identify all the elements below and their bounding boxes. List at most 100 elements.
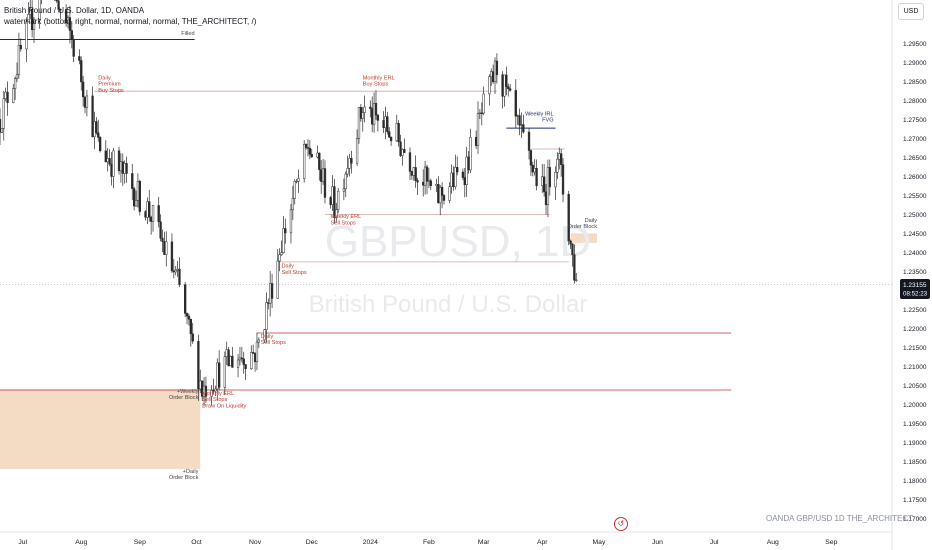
chart-annotation[interactable]: Weekly IRL FVG	[525, 112, 554, 124]
chart-annotation[interactable]: Daily Premium Buy Stops	[98, 75, 124, 93]
candle-body	[191, 333, 194, 342]
candle-body	[0, 128, 4, 133]
candle-body	[93, 121, 96, 138]
candle-body	[374, 102, 378, 116]
currency-button[interactable]: USD	[898, 3, 924, 20]
candle-body	[242, 358, 245, 365]
candle-body	[372, 102, 376, 125]
x-tick-label: Nov	[249, 539, 262, 546]
candle-body	[253, 353, 257, 363]
candle-body	[410, 171, 414, 176]
y-tick-label: 1.17000	[903, 516, 927, 523]
candle-body	[456, 167, 459, 173]
y-tick-label: 1.28000	[903, 98, 927, 105]
candle-body	[556, 158, 559, 173]
tradingview-logo-icon[interactable]: ↺	[614, 517, 628, 531]
candle-body	[558, 153, 561, 160]
chart-annotation[interactable]: Daily Sell Stops	[282, 264, 307, 276]
candle-body	[255, 341, 259, 363]
candle-body	[505, 74, 508, 88]
y-tick-label: 1.21000	[903, 364, 927, 371]
candle-body	[81, 81, 85, 98]
candle-body	[310, 154, 313, 158]
candle-body	[541, 176, 544, 186]
candle-body	[480, 112, 483, 115]
current-price-value: 1.23155	[903, 282, 927, 289]
chart-annotation[interactable]: Daily Sell Stops	[261, 334, 286, 346]
y-tick-label: 1.18000	[903, 478, 927, 485]
candle-body	[27, 14, 30, 23]
candle-body	[575, 279, 578, 281]
price-axis[interactable]	[892, 0, 932, 550]
y-tick-label: 1.29000	[903, 60, 927, 67]
candle-body	[465, 156, 468, 186]
candle-body	[19, 44, 22, 50]
candle-body	[163, 241, 166, 255]
y-tick-label: 1.25500	[903, 193, 927, 200]
y-tick-label: 1.18500	[903, 459, 927, 466]
candle-body	[197, 340, 200, 390]
y-tick-label: 1.24000	[903, 250, 927, 257]
chart-annotation[interactable]: Monthly ERL Sell Stops Draw On Liquidity	[202, 391, 246, 409]
chart-annotation[interactable]: Daily Order Block	[568, 218, 598, 230]
candle-body	[454, 167, 457, 187]
chart-annotation[interactable]: Monthly ERL Buy Stops	[363, 75, 395, 87]
candle-body	[270, 283, 274, 299]
chart-annotation[interactable]: Weekly ERL Sell Stops	[331, 214, 362, 226]
candle-body	[117, 150, 121, 172]
y-tick-label: 1.26500	[903, 155, 927, 162]
candle-body	[331, 186, 334, 205]
x-tick-label: Mar	[478, 539, 490, 546]
candle-body	[172, 270, 175, 273]
x-tick-label: May	[593, 539, 606, 546]
candle-body	[490, 71, 493, 77]
candle-body	[236, 359, 240, 368]
candle-body	[476, 113, 480, 146]
footer-watermark: OANDA GBP/USD 1D THE_ARCHITECT	[766, 514, 913, 523]
candle-body	[427, 180, 431, 182]
x-tick-label: Aug	[75, 539, 87, 546]
order-block-zone	[570, 233, 598, 243]
candle-body	[376, 114, 380, 121]
candle-body	[440, 186, 444, 196]
candle-body	[176, 268, 179, 271]
candle-body	[448, 186, 451, 201]
chart-annotation[interactable]: +Daily Order Block	[169, 469, 199, 481]
watermark-name: British Pound / U.S. Dollar	[309, 291, 588, 318]
candle-body	[170, 241, 174, 272]
candle-body	[83, 96, 87, 108]
y-tick-label: 1.24500	[903, 231, 927, 238]
candle-body	[57, 0, 60, 10]
candle-body	[68, 17, 72, 31]
candle-body	[4, 91, 7, 99]
candle-body	[369, 106, 372, 109]
chart-annotation[interactable]: Filled	[181, 31, 194, 37]
candle-body	[463, 177, 466, 186]
candle-body	[571, 243, 574, 255]
x-tick-label: Feb	[423, 539, 435, 546]
candle-body	[238, 357, 242, 361]
candle-body	[110, 163, 113, 177]
candle-body	[146, 201, 149, 218]
candle-body	[412, 167, 415, 176]
x-tick-label: Oct	[191, 539, 202, 546]
candle-body	[223, 356, 226, 388]
candle-body	[320, 169, 323, 182]
chart-annotation[interactable]: +Weekly Order Block	[169, 389, 199, 401]
candle-body	[548, 167, 551, 188]
x-tick-label: Apr	[537, 539, 548, 546]
candle-body	[159, 221, 162, 239]
candle-body	[567, 194, 570, 242]
candle-body	[112, 150, 115, 177]
y-tick-label: 1.19000	[903, 440, 927, 447]
candle-body	[297, 178, 300, 182]
candle-body	[119, 161, 123, 172]
candle-body	[17, 44, 21, 75]
candle-body	[384, 116, 387, 129]
candle-body	[318, 152, 321, 170]
candle-body	[533, 168, 536, 173]
candle-body	[495, 60, 499, 75]
candle-body	[295, 180, 298, 183]
candle-body	[308, 147, 312, 155]
